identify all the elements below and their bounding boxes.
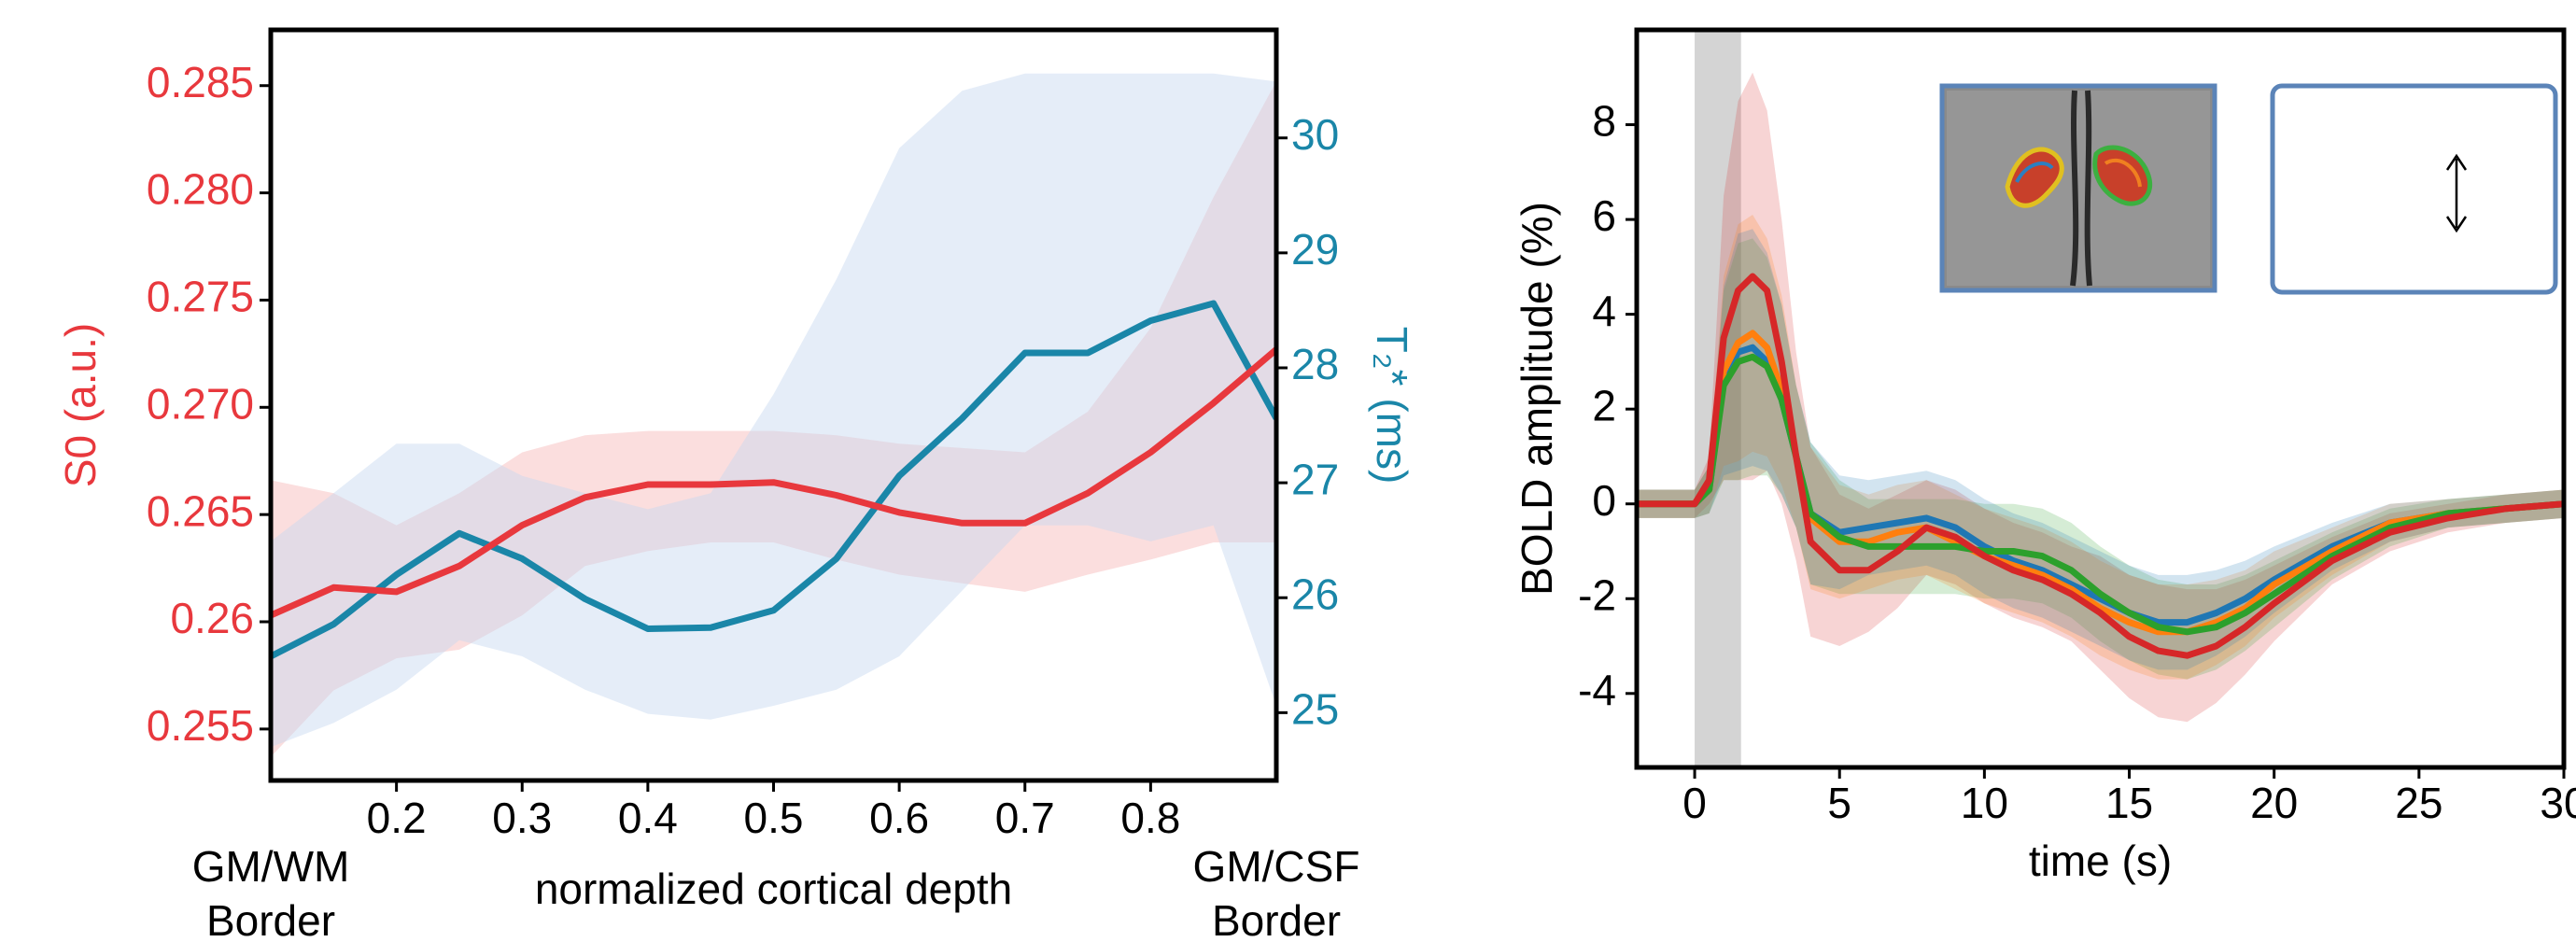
y-tick-label: -2 bbox=[1578, 570, 1616, 619]
error-band bbox=[271, 73, 1276, 748]
x-tick-label: 10 bbox=[1961, 779, 2008, 827]
x-tick-label: 0.7 bbox=[995, 794, 1055, 842]
error-band bbox=[1637, 229, 2564, 670]
y2-tick-label: 28 bbox=[1291, 340, 1339, 388]
y2-axis-title: T₂* (ms) bbox=[1368, 327, 1416, 485]
inset-bg bbox=[1947, 91, 2210, 286]
x-tick-label: 5 bbox=[1827, 779, 1851, 827]
y-tick-label: 0.285 bbox=[147, 58, 254, 106]
axes-frame bbox=[1634, 27, 2567, 770]
y2-tick-label: 26 bbox=[1291, 569, 1339, 618]
x-end-label: GM/CSF bbox=[1193, 842, 1360, 891]
y-tick-label: 0 bbox=[1592, 476, 1616, 525]
x-axis-title: normalized cortical depth bbox=[535, 865, 1012, 913]
series-line bbox=[1637, 273, 2564, 659]
x-tick-label: 0 bbox=[1682, 779, 1707, 827]
y-tick-label: 6 bbox=[1592, 191, 1616, 240]
y-tick-label: -4 bbox=[1578, 666, 1616, 714]
x-tick-label: 20 bbox=[2250, 779, 2298, 827]
y2-tick-label: 30 bbox=[1291, 110, 1339, 159]
y-tick-label: 8 bbox=[1592, 97, 1616, 146]
x-tick-label: 30 bbox=[2540, 779, 2576, 827]
plot-area bbox=[271, 73, 1276, 757]
x-tick-label: 0.4 bbox=[618, 794, 678, 842]
error-band bbox=[271, 81, 1276, 757]
y-tick-label: 0.265 bbox=[147, 486, 254, 535]
y-tick-label: 0.255 bbox=[147, 701, 254, 750]
y-axis-title: S0 (a.u.) bbox=[56, 323, 105, 487]
legend-arrow bbox=[2445, 153, 2468, 233]
y2-tick-label: 27 bbox=[1291, 455, 1339, 503]
y-tick-label: 4 bbox=[1592, 287, 1616, 335]
x-tick-label: 15 bbox=[2105, 779, 2153, 827]
x-end-label: GM/WM bbox=[192, 842, 350, 891]
x-tick-label: 0.2 bbox=[367, 794, 427, 842]
x-tick-label: 0.8 bbox=[1120, 794, 1180, 842]
y-tick-label: 0.270 bbox=[147, 379, 254, 428]
y-tick-label: 0.275 bbox=[147, 273, 254, 321]
y-axis-title: BOLD amplitude (%) bbox=[1513, 202, 1561, 596]
x-axis-title: time (s) bbox=[2029, 837, 2172, 885]
legend-box bbox=[2270, 83, 2558, 295]
y2-tick-label: 25 bbox=[1291, 685, 1339, 734]
inset-sulcus bbox=[2070, 90, 2092, 287]
y-tick-label: 2 bbox=[1592, 381, 1616, 429]
x-end-label: Border bbox=[206, 896, 335, 942]
x-tick-label: 0.5 bbox=[744, 794, 804, 842]
plot-area bbox=[1637, 30, 2564, 767]
brain-inset bbox=[1939, 83, 2217, 293]
y-tick-label: 0.280 bbox=[147, 165, 254, 214]
x-end-label: Border bbox=[1212, 896, 1341, 942]
x-tick-label: 0.6 bbox=[869, 794, 929, 842]
series-line bbox=[271, 346, 1276, 619]
x-tick-label: 0.3 bbox=[492, 794, 552, 842]
inset-roi bbox=[2015, 162, 2054, 183]
series-line bbox=[1637, 344, 2564, 626]
series-line bbox=[271, 300, 1276, 660]
x-tick-label: 25 bbox=[2395, 779, 2442, 827]
y2-tick-label: 29 bbox=[1291, 225, 1339, 274]
y-tick-label: 0.26 bbox=[170, 594, 254, 642]
inset-roi bbox=[2104, 158, 2142, 188]
